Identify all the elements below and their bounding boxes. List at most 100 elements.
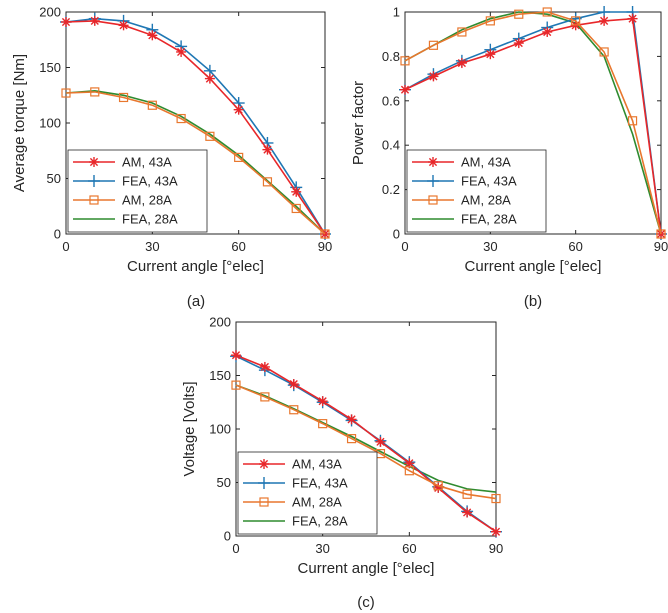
- x-tick-label: 0: [232, 541, 239, 556]
- legend-entry: FEA, 28A: [461, 212, 517, 227]
- x-tick-label: 30: [315, 541, 329, 556]
- x-tick-label: 0: [62, 239, 69, 254]
- data-point: [318, 419, 328, 429]
- data-point: [491, 526, 501, 537]
- data-point: [433, 481, 443, 491]
- data-point: [90, 87, 100, 97]
- data-point: [233, 104, 244, 115]
- data-point: [288, 379, 299, 390]
- y-tick-label: 0.6: [382, 93, 400, 108]
- data-point: [260, 392, 270, 402]
- x-tick-label: 90: [489, 541, 503, 556]
- data-point: [462, 507, 473, 518]
- y-tick-label: 150: [209, 368, 231, 383]
- data-point: [656, 229, 666, 239]
- y-axis-label: Power factor: [350, 81, 367, 165]
- data-point: [61, 88, 71, 98]
- panel-caption: (c): [357, 594, 375, 611]
- y-tick-label: 0.8: [382, 49, 400, 64]
- x-axis-label: Current angle [°elec]: [465, 258, 602, 275]
- data-point: [231, 350, 241, 361]
- series-line: [65, 17, 326, 235]
- y-tick-label: 200: [39, 5, 61, 20]
- data-point: [400, 56, 410, 66]
- y-tick-label: 100: [209, 422, 231, 437]
- legend: AM, 43A FEA, 43A AM, 28A FEA, 28A: [237, 451, 378, 535]
- series-line: [65, 89, 326, 235]
- data-point: [234, 152, 244, 163]
- series-line: [65, 20, 326, 235]
- y-axis-label: Average torque [Nm]: [11, 54, 28, 192]
- data-point: [346, 434, 357, 444]
- x-tick-label: 30: [145, 239, 159, 254]
- legend-entry: AM, 28A: [292, 495, 342, 510]
- data-point: [317, 396, 328, 407]
- legend-entry: FEA, 43A: [122, 174, 178, 189]
- data-point: [491, 493, 501, 504]
- data-point: [118, 92, 129, 103]
- legend-marker: [89, 157, 99, 167]
- data-point: [542, 26, 553, 37]
- legend-entry: FEA, 43A: [461, 174, 517, 189]
- data-point: [428, 71, 439, 82]
- data-point: [456, 58, 467, 69]
- data-point: [375, 436, 386, 447]
- data-point: [400, 84, 410, 95]
- data-point: [176, 46, 187, 57]
- data-point: [291, 203, 301, 214]
- legend-marker: [89, 195, 99, 205]
- series-line: [235, 384, 497, 493]
- data-point: [346, 414, 357, 425]
- panel-caption: (b): [524, 293, 542, 310]
- y-tick-label: 150: [39, 60, 61, 75]
- y-tick-label: 0: [54, 227, 61, 242]
- data-point: [513, 38, 524, 49]
- data-point: [542, 7, 552, 17]
- data-point: [599, 47, 609, 57]
- x-tick-label: 60: [402, 541, 416, 556]
- data-point: [462, 489, 472, 499]
- x-axis-label: Current angle [°elec]: [298, 560, 435, 577]
- series-am-28a: [61, 87, 330, 239]
- y-tick-label: 100: [39, 116, 61, 131]
- x-tick-label: 60: [231, 239, 245, 254]
- panel-caption: (a): [187, 293, 205, 310]
- data-point: [61, 16, 71, 27]
- data-point: [627, 13, 638, 24]
- series-fea-28a: [65, 89, 326, 235]
- data-point: [627, 116, 638, 126]
- x-axis-label: Current angle [°elec]: [127, 258, 264, 275]
- data-point: [118, 20, 129, 31]
- series-fea-28a: [235, 384, 497, 493]
- y-tick-label: 50: [217, 475, 231, 490]
- legend: AM, 43A FEA, 43A AM, 28A FEA, 28A: [67, 149, 208, 233]
- series-line: [404, 11, 662, 235]
- x-tick-label: 0: [401, 239, 408, 254]
- data-point: [320, 229, 330, 239]
- legend-entry: AM, 43A: [122, 155, 172, 170]
- chart-panel-a: 0 30 60 90 0 50 100 150 200 Current angle [°elec]…: [11, 5, 332, 311]
- data-point: [485, 49, 496, 60]
- y-tick-label: 0.4: [382, 138, 400, 153]
- y-tick-label: 200: [209, 315, 231, 330]
- data-point: [404, 466, 414, 476]
- series-am-43a: [231, 350, 501, 537]
- data-point: [571, 16, 581, 26]
- data-point: [259, 361, 270, 372]
- x-tick-label: 60: [568, 239, 582, 254]
- legend-entry: AM, 28A: [122, 193, 172, 208]
- data-point: [176, 113, 186, 124]
- legend-entry: AM, 43A: [292, 457, 342, 472]
- data-point: [289, 405, 299, 415]
- data-point: [291, 186, 302, 197]
- data-point: [457, 27, 467, 37]
- series-line: [235, 384, 497, 500]
- data-point: [262, 177, 273, 187]
- data-point: [262, 144, 273, 155]
- legend-entry: FEA, 28A: [122, 212, 178, 227]
- legend-marker: [88, 175, 100, 187]
- y-tick-label: 0: [224, 529, 231, 544]
- data-point: [147, 30, 158, 41]
- data-point: [89, 15, 100, 26]
